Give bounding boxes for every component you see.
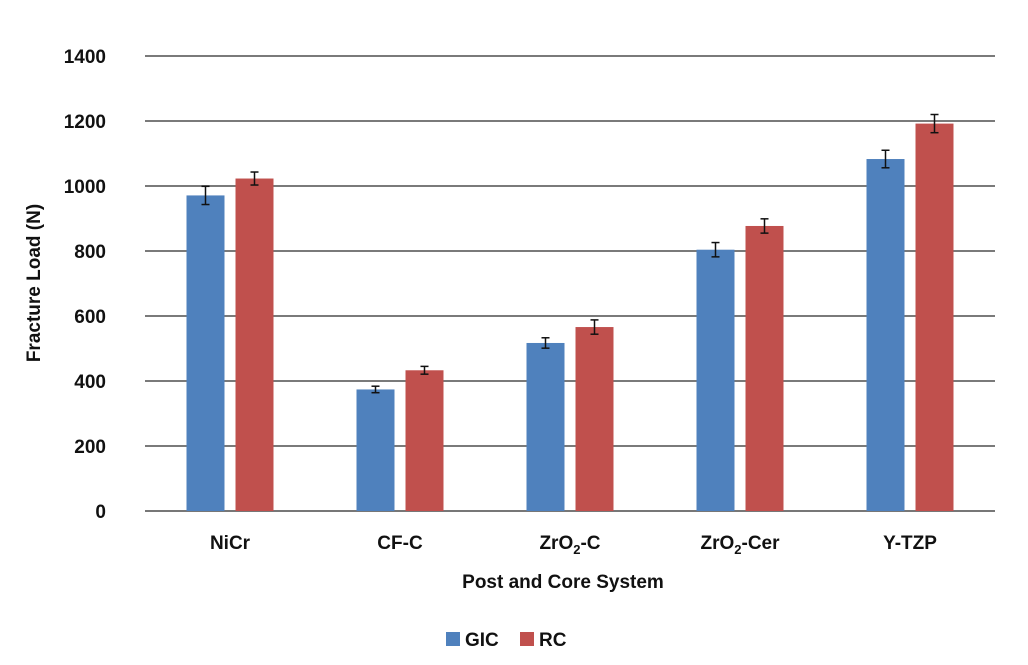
x-tick-label: NiCr — [210, 533, 251, 554]
x-axis-title: Post and Core System — [462, 572, 664, 593]
bar-gic — [186, 195, 225, 512]
x-tick-label: ZrO2-C — [539, 533, 600, 557]
x-tick-label: ZrO2-Cer — [700, 533, 780, 557]
y-tick-label: 0 — [95, 502, 106, 523]
y-tick-label: 800 — [74, 242, 106, 263]
bar-rc — [235, 178, 274, 511]
bar-rc — [915, 123, 954, 511]
bar-gic — [696, 249, 735, 511]
x-tick-label: Y-TZP — [883, 533, 937, 554]
y-tick-label: 200 — [74, 437, 106, 458]
y-tick-label: 1400 — [64, 47, 106, 68]
bar-rc — [575, 327, 614, 511]
bar-rc — [745, 225, 784, 511]
legend-swatch-gic — [446, 632, 460, 646]
legend-label-rc: RC — [539, 630, 567, 651]
legend-swatch-rc — [520, 632, 534, 646]
y-tick-label: 1000 — [64, 177, 106, 198]
bar-rc — [405, 370, 444, 511]
y-tick-label: 1200 — [64, 112, 106, 133]
y-tick-label: 600 — [74, 307, 106, 328]
y-axis-title: Fracture Load (N) — [24, 204, 45, 362]
x-tick-label: CF-C — [377, 533, 423, 554]
bar-gic — [866, 159, 905, 511]
bar-gic — [356, 389, 395, 511]
bar-gic — [526, 342, 565, 511]
y-tick-label: 400 — [74, 372, 106, 393]
legend-label-gic: GIC — [465, 630, 499, 651]
